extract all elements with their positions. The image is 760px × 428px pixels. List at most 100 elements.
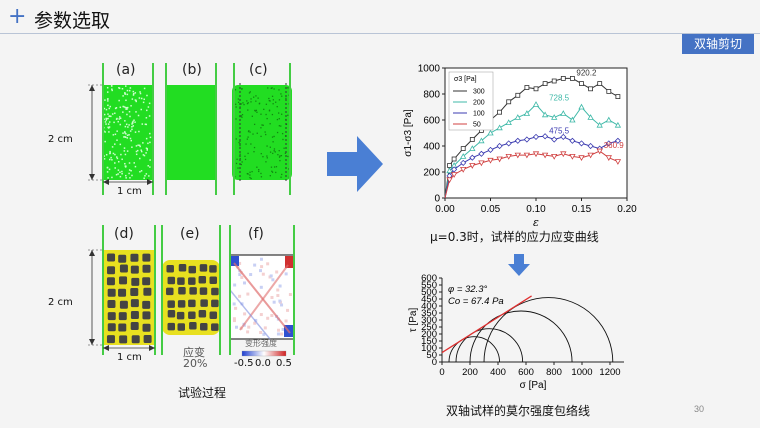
data-point-100: [505, 140, 512, 147]
data-point-200: [469, 145, 476, 151]
section-tag: 双轴剪切: [682, 34, 754, 54]
strain-label: 应变: [183, 346, 205, 359]
legend-label-100: 100: [473, 111, 485, 118]
data-point-100: [578, 140, 585, 147]
data-point-50: [569, 154, 576, 160]
y-tick-label: 150: [421, 336, 437, 347]
x-tick-label: 1000: [571, 367, 592, 378]
y-tick-label: 600: [421, 273, 437, 284]
y-tick-label: 200: [423, 168, 440, 179]
data-point-50: [450, 172, 458, 178]
dimension-height-top: [88, 84, 103, 181]
panel-label-c: (c): [249, 62, 268, 78]
data-point-100: [451, 166, 458, 173]
right-arrow-icon: [327, 136, 383, 192]
data-point-50: [505, 154, 512, 160]
data-point-100: [478, 150, 485, 157]
left-figure-caption: 试验过程: [178, 386, 227, 400]
data-point-100: [514, 137, 521, 144]
x-tick-label: 1200: [599, 367, 620, 378]
y-tick-label: 0: [434, 194, 440, 205]
data-point-300: [551, 78, 557, 84]
specimen-c: [232, 63, 292, 195]
legend-label-50: 50: [473, 122, 481, 129]
mohr-circle-4: [483, 297, 614, 363]
data-point-300: [524, 85, 530, 90]
down-arrow-icon: [508, 254, 530, 276]
data-point-300: [597, 81, 603, 87]
stress-strain-chart: 0.00 0.05 0.10 0.15 0.20 0 200 400 600 800 1000 ε σ1…: [403, 64, 637, 230]
title-divider: [0, 33, 760, 34]
legend-label-200: 200: [473, 100, 485, 107]
height-label-top: 2 cm: [48, 134, 73, 145]
y-tick-label: 250: [421, 322, 437, 333]
dimension-width-top: [103, 179, 153, 185]
data-point-300: [579, 81, 584, 87]
x-tick-label: 600: [518, 367, 534, 378]
data-point-200: [596, 121, 603, 128]
mohr-caption: 双轴试样的莫尔强度包络线: [446, 404, 591, 418]
data-point-100: [542, 133, 549, 140]
y-tick-label: 550: [421, 280, 437, 291]
data-point-200: [605, 116, 612, 123]
specimen-a: [102, 63, 154, 195]
peak-label-300: 920.2: [576, 68, 597, 77]
peak-label-50: 360.9: [604, 141, 625, 150]
x-axis-label: σ [Pa]: [520, 380, 547, 391]
specimen-e: [161, 225, 221, 355]
data-point-300: [560, 75, 566, 81]
y-tick-label: 1000: [418, 64, 441, 75]
data-point-300: [469, 137, 475, 142]
data-point-50: [596, 148, 603, 155]
mohr-circle-3: [469, 310, 573, 363]
colorbar-tick-max: 0.5: [276, 358, 292, 369]
specimen-d: [102, 225, 156, 355]
data-point-50: [460, 167, 467, 173]
data-point-200: [487, 129, 494, 136]
data-point-200: [578, 103, 585, 110]
data-point-100: [605, 140, 612, 147]
data-point-300: [447, 163, 452, 168]
y-tick-label: 50: [426, 350, 437, 361]
legend-box: [448, 71, 494, 131]
panel-label-d: (d): [114, 226, 134, 242]
data-point-200: [560, 110, 567, 116]
legend-title: σ3 [Pa]: [454, 76, 477, 83]
data-point-50: [551, 154, 558, 160]
y-tick-label: 300: [421, 315, 437, 326]
width-label-bottom: 1 cm: [117, 352, 142, 363]
y-tick-label: 100: [421, 343, 437, 354]
dimension-height-bottom: [88, 249, 103, 346]
data-point-300: [588, 86, 594, 92]
data-point-100: [460, 159, 467, 166]
data-point-200: [496, 124, 503, 131]
x-tick-label: 800: [546, 367, 562, 378]
data-point-300: [515, 92, 521, 98]
x-tick-label: 0: [439, 367, 444, 378]
data-point-50: [469, 163, 476, 169]
height-label-bottom: 2 cm: [48, 297, 73, 308]
data-point-200: [505, 119, 512, 125]
data-point-50: [541, 152, 549, 159]
y-tick-label: 400: [421, 301, 437, 312]
panel-label-e: (e): [180, 226, 200, 242]
y-tick-label: 0: [432, 357, 437, 368]
page-number: 30: [693, 404, 704, 414]
data-point-100: [569, 137, 576, 144]
data-point-100: [523, 136, 530, 143]
y-tick-label: 400: [423, 142, 440, 153]
data-point-300: [497, 109, 502, 115]
peak-label-100: 475.5: [549, 126, 570, 135]
data-point-50: [487, 157, 494, 164]
stress-strain-caption: μ=0.3时，试样的应力应变曲线: [430, 230, 599, 244]
data-point-100: [551, 136, 558, 143]
data-point-100: [469, 154, 476, 161]
mohr-envelope-chart: 0 200 400 600 800 1000 12000501001502002503003…: [408, 273, 624, 391]
strain-value: 20%: [183, 357, 208, 370]
panel-label-f: (f): [248, 226, 264, 242]
data-point-200: [478, 137, 485, 144]
width-label-top: 1 cm: [117, 186, 142, 197]
y-tick-label: 800: [423, 90, 440, 101]
data-point-100: [560, 133, 567, 140]
